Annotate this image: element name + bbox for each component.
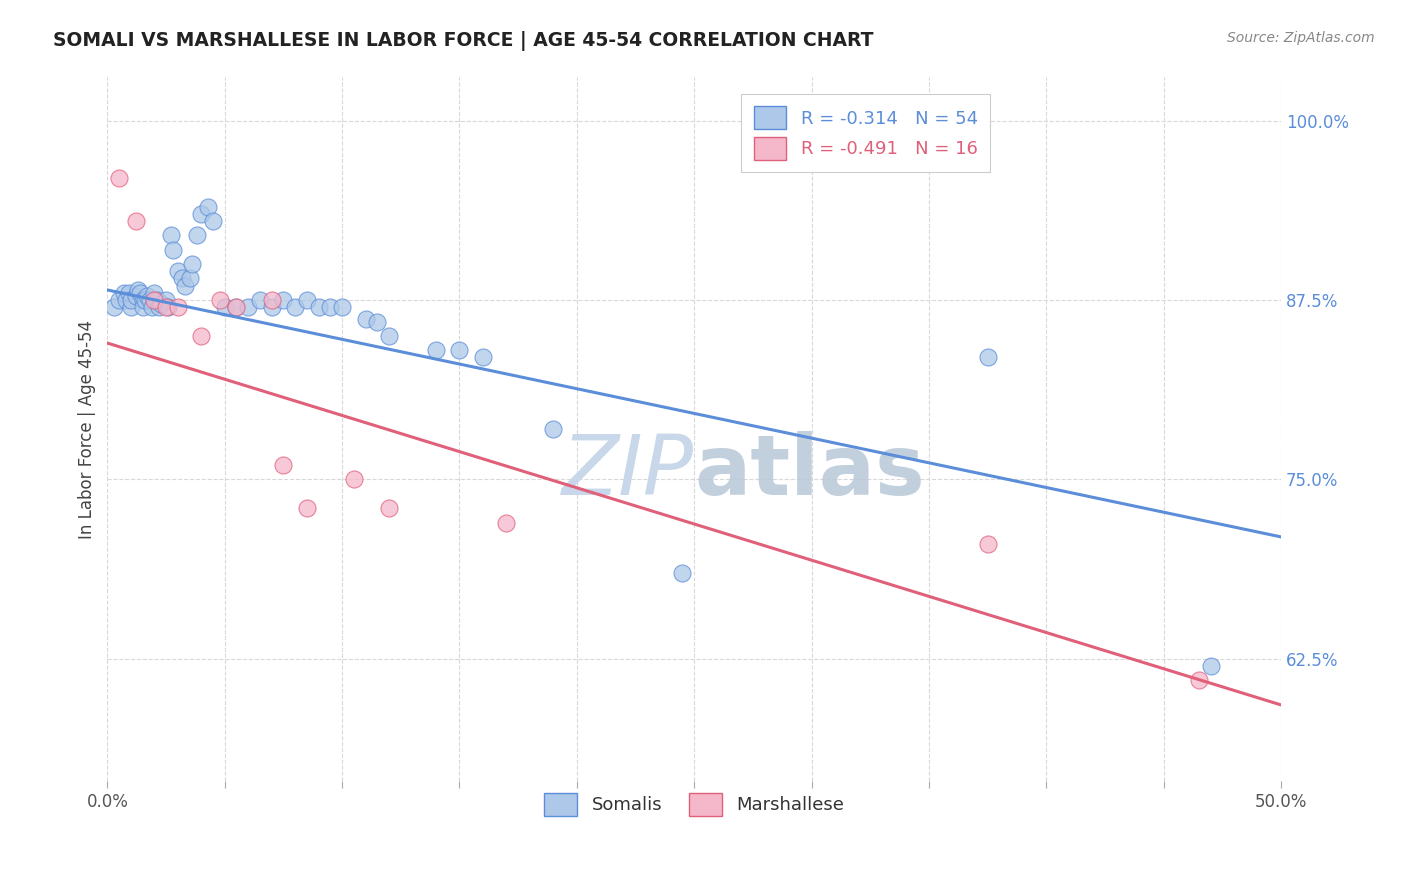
Text: atlas: atlas — [695, 431, 925, 512]
Point — [495, 516, 517, 530]
Point — [308, 300, 330, 314]
Point — [449, 343, 471, 358]
Point — [471, 351, 494, 365]
Point — [186, 228, 208, 243]
Point — [214, 300, 236, 314]
Point — [225, 300, 247, 314]
Point — [190, 329, 212, 343]
Point — [127, 283, 149, 297]
Point — [134, 293, 156, 307]
Point — [197, 200, 219, 214]
Point — [155, 300, 177, 314]
Point — [124, 288, 146, 302]
Point — [103, 300, 125, 314]
Point — [249, 293, 271, 307]
Point — [378, 501, 401, 516]
Point — [129, 285, 152, 300]
Point — [145, 293, 167, 307]
Point — [179, 271, 201, 285]
Point — [343, 473, 366, 487]
Text: SOMALI VS MARSHALLESE IN LABOR FORCE | AGE 45-54 CORRELATION CHART: SOMALI VS MARSHALLESE IN LABOR FORCE | A… — [53, 31, 875, 51]
Point — [319, 300, 342, 314]
Text: Source: ZipAtlas.com: Source: ZipAtlas.com — [1227, 31, 1375, 45]
Point — [108, 170, 131, 185]
Point — [295, 293, 318, 307]
Y-axis label: In Labor Force | Age 45-54: In Labor Force | Age 45-54 — [79, 319, 96, 539]
Point — [295, 501, 318, 516]
Point — [976, 537, 998, 551]
Point — [671, 566, 693, 580]
Point — [173, 278, 195, 293]
Point — [141, 300, 163, 314]
Point — [138, 293, 160, 307]
Point — [273, 458, 295, 472]
Point — [155, 293, 177, 307]
Point — [124, 214, 146, 228]
Point — [225, 300, 247, 314]
Point — [976, 351, 998, 365]
Point — [157, 300, 180, 314]
Point — [143, 293, 166, 307]
Point — [172, 271, 194, 285]
Point — [260, 293, 283, 307]
Point — [260, 300, 283, 314]
Point — [425, 343, 447, 358]
Point — [115, 293, 138, 307]
Point — [112, 285, 135, 300]
Point — [330, 300, 353, 314]
Text: ZIP: ZIP — [562, 431, 695, 512]
Point — [1188, 673, 1211, 688]
Point — [159, 228, 181, 243]
Point — [209, 293, 232, 307]
Point — [201, 214, 224, 228]
Point — [120, 293, 142, 307]
Point — [284, 300, 307, 314]
Point — [238, 300, 260, 314]
Point — [143, 285, 166, 300]
Point — [378, 329, 401, 343]
Point — [136, 288, 159, 302]
Point — [180, 257, 202, 271]
Point — [366, 314, 388, 328]
Point — [117, 285, 139, 300]
Point — [120, 300, 142, 314]
Point — [166, 300, 188, 314]
Point — [131, 300, 153, 314]
Point — [131, 293, 153, 307]
Point — [150, 297, 173, 311]
Point — [543, 422, 565, 436]
Point — [1199, 659, 1222, 673]
Point — [162, 243, 184, 257]
Point — [108, 293, 131, 307]
Point — [166, 264, 188, 278]
Point — [148, 300, 170, 314]
Legend: Somalis, Marshallese: Somalis, Marshallese — [536, 783, 853, 825]
Point — [190, 207, 212, 221]
Point — [354, 311, 377, 326]
Point — [273, 293, 295, 307]
